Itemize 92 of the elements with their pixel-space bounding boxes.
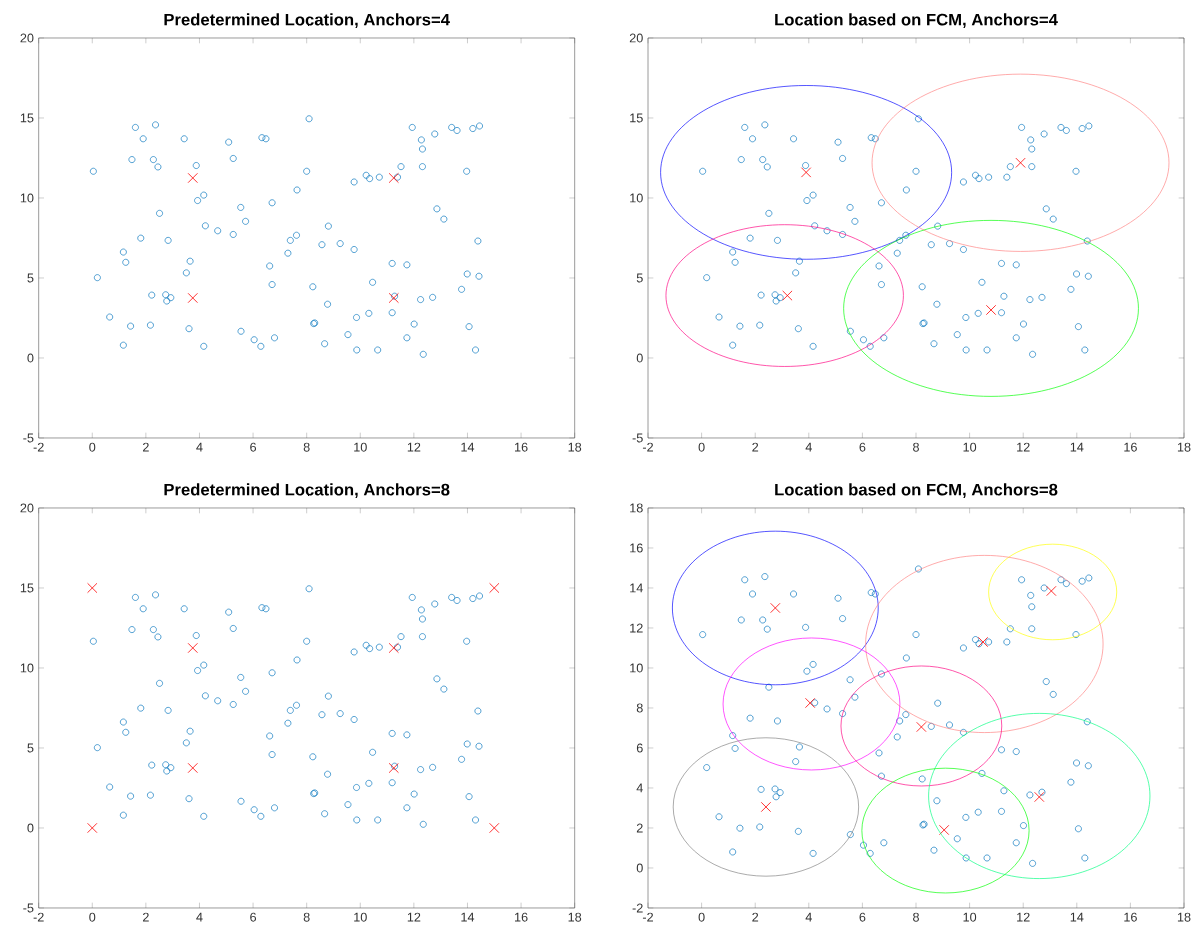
x-tick-label: 14 (1070, 912, 1084, 922)
y-tick-label: 18 (630, 503, 643, 513)
y-tick-label: 0 (636, 353, 643, 363)
x-tick-label: 12 (407, 442, 421, 452)
x-tick-label: 10 (354, 442, 367, 452)
x-tick-label: 18 (568, 442, 582, 452)
point (770, 602, 781, 613)
x-tick-label: 0 (89, 912, 96, 922)
point (782, 290, 793, 301)
y-tick-label: 5 (636, 273, 643, 283)
x-tick-label: 4 (196, 442, 203, 452)
x-tick-label: 2 (142, 442, 149, 452)
y-tick-label: 20 (20, 33, 34, 43)
x-tick-label: 2 (752, 442, 759, 452)
point (489, 822, 500, 833)
point (87, 822, 98, 833)
y-tick-label: 14 (630, 583, 643, 593)
point (489, 582, 500, 593)
x-tick-label: 10 (963, 442, 977, 452)
point (1046, 585, 1057, 596)
x-tick-label: 14 (461, 442, 475, 452)
y-tick-label: 10 (630, 663, 643, 673)
point (87, 582, 98, 593)
y-tick-label: 15 (630, 113, 643, 123)
y-tick-label: 4 (636, 783, 643, 793)
x-tick-label: 16 (1124, 912, 1137, 922)
y-tick-label: 2 (636, 823, 643, 833)
chart-title: Predetermined Location, Anchors=4 (164, 13, 450, 28)
x-tick-label: 2 (752, 912, 759, 922)
point (187, 762, 198, 773)
x-tick-label: 6 (250, 912, 257, 922)
x-tick-label: 12 (1017, 442, 1030, 452)
y-tick-label: -5 (632, 433, 643, 443)
x-tick-label: 0 (89, 442, 96, 452)
x-tick-label: 18 (568, 912, 582, 922)
point (985, 304, 997, 315)
x-tick-label: 16 (514, 912, 528, 922)
x-tick-label: 8 (303, 912, 310, 922)
y-tick-label: 16 (630, 543, 643, 553)
y-tick-label: 8 (636, 703, 643, 713)
x-tick-label: 18 (1177, 442, 1191, 452)
x-tick-label: 14 (461, 912, 475, 922)
x-tick-label: 4 (196, 912, 203, 922)
y-tick-label: 10 (20, 193, 34, 203)
y-tick-label: 15 (20, 113, 34, 123)
x-tick-label: 12 (1017, 912, 1030, 922)
x-tick-label: 6 (859, 912, 866, 922)
point (187, 642, 198, 653)
y-tick-label: 0 (27, 823, 34, 833)
point (939, 824, 950, 835)
y-tick-label: 20 (20, 503, 34, 513)
x-tick-label: 18 (1177, 912, 1191, 922)
x-tick-label: 14 (1070, 442, 1084, 452)
y-tick-label: -5 (23, 433, 34, 443)
x-tick-label: 10 (963, 912, 977, 922)
point (1034, 791, 1045, 802)
x-tick-label: 2 (142, 912, 149, 922)
x-tick-label: 10 (354, 912, 367, 922)
point (1015, 157, 1026, 168)
y-tick-label: 15 (20, 583, 34, 593)
y-tick-label: 5 (27, 743, 34, 753)
y-tick-label: 0 (27, 353, 34, 363)
x-tick-label: 16 (1124, 442, 1137, 452)
y-tick-label: 0 (636, 863, 643, 873)
x-tick-label: 16 (514, 442, 528, 452)
point (760, 801, 772, 812)
chart-title: Predetermined Location, Anchors=8 (164, 483, 450, 498)
point (805, 697, 816, 708)
point (916, 721, 927, 732)
x-tick-label: 6 (250, 442, 257, 452)
point (388, 642, 399, 653)
chart-title: Location based on FCM, Anchors=4 (775, 13, 1058, 28)
x-tick-label: 8 (913, 912, 919, 922)
chart-title: Location based on FCM, Anchors=8 (775, 483, 1058, 498)
x-tick-label: 6 (859, 442, 866, 452)
x-tick-label: 4 (805, 442, 812, 452)
y-tick-label: -5 (23, 903, 34, 913)
y-tick-label: -2 (632, 903, 643, 913)
y-tick-label: 10 (630, 193, 643, 203)
y-tick-label: 12 (630, 623, 643, 633)
x-tick-label: 0 (698, 912, 705, 922)
y-tick-label: 20 (629, 33, 643, 43)
x-tick-label: 8 (913, 442, 919, 452)
y-tick-label: 10 (20, 663, 34, 673)
y-tick-label: 6 (636, 743, 643, 753)
x-tick-label: 12 (407, 912, 421, 922)
x-tick-label: 8 (303, 442, 310, 452)
x-tick-label: 0 (698, 442, 705, 452)
y-tick-label: 5 (27, 273, 34, 283)
point (977, 636, 989, 647)
x-tick-label: 4 (805, 912, 812, 922)
point (801, 167, 812, 178)
